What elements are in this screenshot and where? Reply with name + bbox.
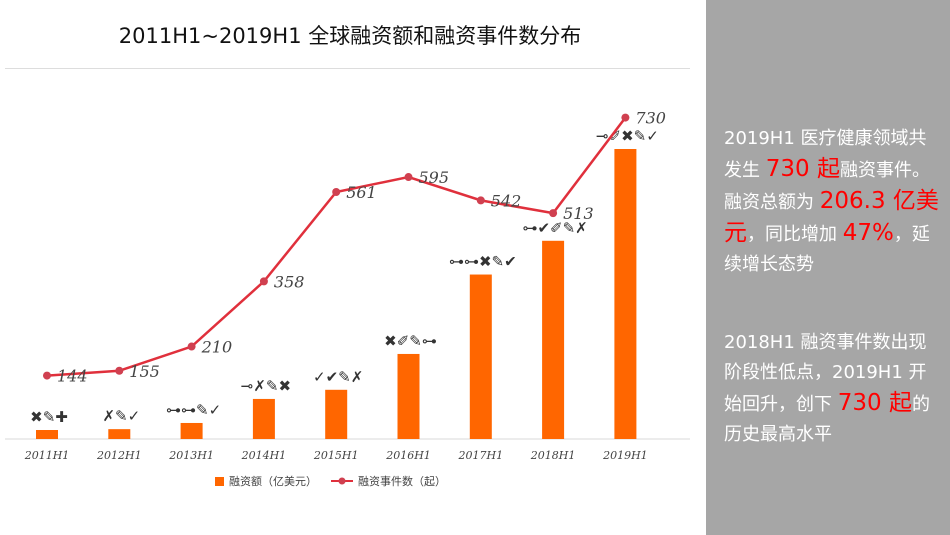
text: 2019H1 医疗健康领域共发生 [724,128,927,181]
line-label: 542 [491,191,522,210]
divider [5,68,690,69]
bar [397,353,420,439]
line-point [476,196,485,205]
bar-label: ✖✎✚ [30,408,68,426]
line-label: 561 [346,183,377,202]
bar-label: ⊸✐✖✎✓ [596,127,659,145]
highlight: 730 起 [765,156,840,182]
summary-paragraph-2: 2018H1 融资事件数出现阶段性低点，2019H1 开始回升，创下 730 起… [724,328,944,450]
bar-label: ✗✎✓ [102,407,140,425]
line-label: 210 [201,338,233,357]
bar [614,149,637,439]
bar [325,389,348,439]
legend-line: 融资事件数（起） [331,473,446,489]
bar [469,274,492,439]
bar [108,429,131,439]
line-label: 155 [129,362,160,381]
line-point [187,342,196,351]
x-tick-label: 2016H1 [385,449,431,462]
highlight: 206.3 亿美元 [724,188,939,246]
line-point [549,209,558,218]
text: 的历史最高水平 [724,394,930,445]
legend-bar: 融资额（亿美元） [215,473,317,489]
legend-label: 融资额（亿美元） [229,475,317,488]
line-point [115,366,124,375]
x-tick-label: 2011H1 [24,449,70,462]
line-label: 513 [563,204,594,223]
text: ，延续增长态势 [724,224,930,275]
legend: 融资额（亿美元） 融资事件数（起） [215,473,446,489]
line-point [404,173,413,182]
line-point [259,277,268,286]
line-label: 730 [635,109,666,128]
x-tick-label: 2014H1 [241,449,287,462]
bar [542,240,565,439]
x-tick-label: 2018H1 [530,449,576,462]
text: ，同比增加 [747,224,843,245]
bar-label: ⊸✗✎✖ [241,377,291,395]
line-point [621,113,630,122]
bar-label: ⊶⊶✎✓ [166,401,221,419]
line-label: 358 [274,272,305,291]
bar [180,422,203,439]
bar-label: ⊶⊶✖✎✔ [449,253,517,271]
bar [252,398,275,439]
highlight: 730 起 [837,390,912,416]
line-label: 144 [57,367,88,386]
bar [36,430,58,439]
x-tick-label: 2012H1 [96,449,142,462]
x-tick-label: 2013H1 [168,449,214,462]
legend-swatch-bar [215,476,224,486]
legend-swatch-line [331,477,353,485]
text: 2018H1 融资事件数出现阶段性低点，2019H1 开始回升，创下 [724,332,927,415]
highlight: 47% [842,220,894,246]
line-label: 595 [419,168,450,187]
bar-label: ✓✔✎✗ [313,368,363,386]
summary-paragraph-1: 2019H1 医疗健康领域共发生 730 起融资事件。融资总额为 206.3 亿… [724,124,944,280]
line-point [332,188,341,197]
x-tick-label: 2019H1 [602,449,648,462]
x-tick-label: 2015H1 [313,449,359,462]
bar-label: ⊶✔✐✎✗ [522,219,587,237]
line-point [43,371,51,380]
line-series [46,116,627,377]
summary-panel: 2019H1 医疗健康领域共发生 730 起融资事件。融资总额为 206.3 亿… [706,0,950,535]
chart-title: 2011H1~2019H1 全球融资额和融资事件数分布 [118,24,582,48]
x-tick-label: 2017H1 [458,449,504,462]
bar-label: ✖✐✎⊶ [384,332,437,350]
combo-chart: ✖✎✚ 2011H1 ✗✎✓ 2012H1 ⊶⊶✎✓ 2013H1 ⊸✗✎✖ 2014H1 ✓✔… [5,109,690,462]
legend-label: 融资事件数（起） [358,475,446,488]
text: 融资事件。融资总额为 [724,160,930,213]
